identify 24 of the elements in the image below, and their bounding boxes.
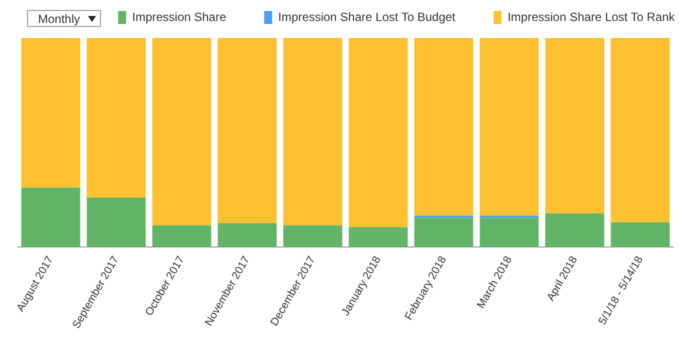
legend-label: Impression Share: [132, 10, 226, 24]
bar: [152, 38, 212, 226]
legend-label: Impression Share Lost To Budget: [278, 10, 456, 24]
bar: [414, 38, 474, 216]
bar: [21, 188, 80, 247]
bar: [545, 213, 604, 247]
bar: [86, 197, 146, 247]
bar: [218, 38, 277, 224]
bar: [348, 38, 408, 228]
bar: [283, 225, 342, 247]
bar: [152, 225, 212, 247]
bar: [86, 38, 146, 198]
dropdown-field: Monthly: [27, 10, 101, 27]
bar: [480, 38, 539, 216]
bar: [283, 38, 342, 226]
bar: [545, 38, 604, 214]
bar: [610, 38, 670, 222]
bar: [610, 222, 670, 247]
bar: [414, 218, 474, 247]
bar: [21, 38, 80, 188]
legend-label: Impression Share Lost To Rank: [508, 10, 676, 24]
bar: [348, 227, 408, 247]
bar: [218, 223, 277, 247]
bar: [480, 218, 539, 247]
